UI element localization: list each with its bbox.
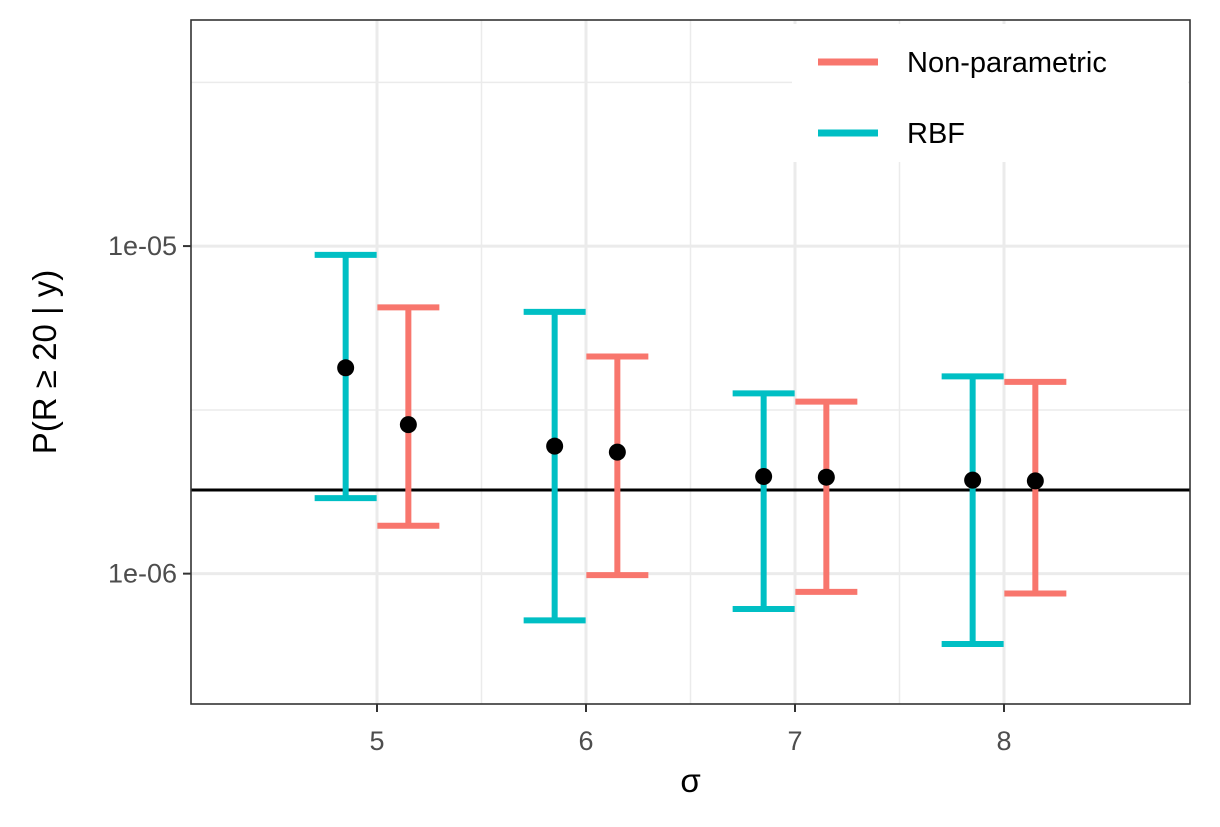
x-axis-title: σ	[680, 762, 700, 799]
errorbar-rbf-sigma-6	[523, 308, 586, 624]
x-tick-label-7: 7	[787, 726, 802, 756]
legend-background	[792, 24, 1188, 162]
x-tick-label-8: 8	[996, 726, 1011, 756]
legend-entry-rbf: RBF	[818, 118, 965, 150]
estimate-point-rbf-sigma-5	[337, 359, 355, 377]
legend-label: Non-parametric	[907, 47, 1107, 79]
errorbar-non-parametric-sigma-6	[586, 353, 649, 579]
estimate-points	[337, 359, 1044, 490]
estimate-point-non-parametric-sigma-7	[817, 468, 835, 486]
errorbar-rbf-sigma-8	[941, 373, 1004, 647]
legend: Non-parametric RBF	[792, 24, 1188, 162]
y-tick-label-1: 1e-05	[108, 231, 177, 261]
panel-border	[190, 19, 1191, 705]
estimate-point-non-parametric-sigma-6	[608, 443, 626, 461]
errorbar-non-parametric-sigma-7	[795, 398, 858, 595]
estimate-point-rbf-sigma-7	[755, 467, 773, 485]
x-tick-label-6: 6	[578, 726, 593, 756]
axes: 5 6 7 8 1e-06 1e-05	[108, 231, 1012, 756]
y-tick-label-0: 1e-06	[108, 559, 177, 589]
legend-entry-non-parametric: Non-parametric	[818, 47, 1107, 79]
errorbar-rbf-sigma-7	[732, 390, 795, 612]
estimate-point-non-parametric-sigma-8	[1026, 472, 1044, 490]
y-axis-title: P(R ≥ 20 | y)	[26, 270, 63, 454]
estimate-point-rbf-sigma-6	[546, 437, 564, 455]
estimate-point-non-parametric-sigma-5	[399, 416, 417, 434]
legend-label: RBF	[907, 118, 965, 150]
grid-lines	[191, 20, 1190, 704]
estimate-point-rbf-sigma-8	[964, 471, 982, 489]
errorbar-rbf-sigma-5	[314, 251, 377, 502]
x-tick-label-5: 5	[369, 726, 384, 756]
